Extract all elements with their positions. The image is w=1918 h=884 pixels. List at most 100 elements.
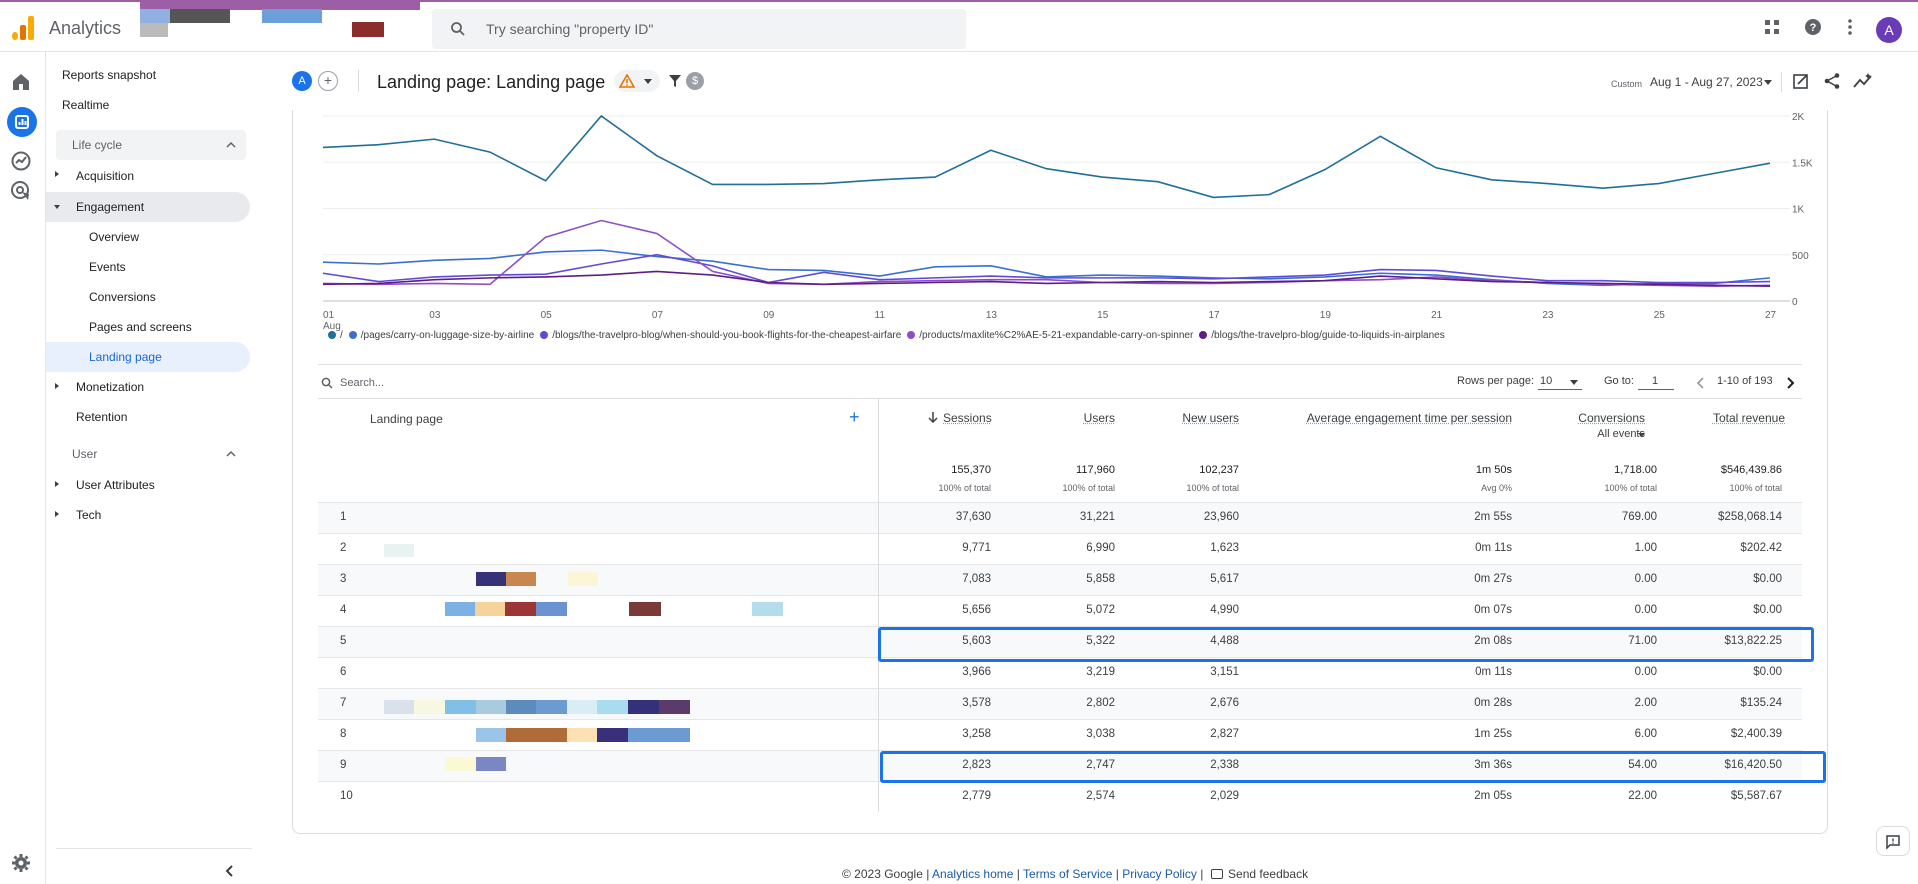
column-header-users[interactable]: Users: [1083, 411, 1115, 425]
nav-section-life-cycle[interactable]: Life cycle: [56, 130, 246, 160]
legend-label[interactable]: /products/maxlite%C2%AE-5-21-expandable-…: [919, 330, 1194, 341]
table-row[interactable]: 2 9,771 6,990 1,623 0m 11s 1.00 $202.42: [318, 533, 1802, 564]
cell-sessions: 3,578: [962, 697, 991, 709]
row-index: 4: [340, 604, 347, 616]
y-tick-label: 0: [1792, 297, 1798, 308]
table-row[interactable]: 1 37,630 31,221 23,960 2m 55s 769.00 $258,068.…: [318, 502, 1802, 533]
expand-arrow-icon[interactable]: [54, 510, 60, 518]
nav-overview[interactable]: Overview: [89, 230, 140, 244]
app-name[interactable]: Analytics: [49, 18, 122, 38]
legend-label[interactable]: /blogs/the-travelpro-blog/when-should-yo…: [552, 330, 902, 341]
cell-conv: 6.00: [1634, 728, 1657, 740]
customize-report-icon[interactable]: [1792, 72, 1810, 90]
legend-label[interactable]: /blogs/the-travelpro-blog/guide-to-liqui…: [1211, 330, 1445, 341]
nav-pages-and-screens[interactable]: Pages and screens: [89, 320, 192, 334]
table-row[interactable]: 8 3,258 3,038 2,827 1m 25s 6.00 $2,400.39: [318, 719, 1802, 750]
dropdown-arrow-icon[interactable]: [1764, 80, 1772, 85]
column-header-conversions[interactable]: Conversions: [1578, 411, 1645, 425]
nav-reports-snapshot[interactable]: Reports snapshot: [62, 68, 157, 82]
search-bar[interactable]: Try searching "property ID": [432, 9, 966, 49]
column-header-avg-engagement[interactable]: Average engagement time per session: [1306, 411, 1512, 425]
dropdown-arrow-icon[interactable]: [1638, 433, 1645, 437]
chevron-left-icon[interactable]: [1695, 376, 1705, 390]
column-header-total-revenue[interactable]: Total revenue: [1712, 411, 1785, 425]
footer-analytics-home-link[interactable]: Analytics home: [932, 867, 1014, 881]
footer-privacy-link[interactable]: Privacy Policy: [1122, 867, 1197, 881]
reports-icon[interactable]: [7, 107, 37, 137]
nav-engagement-row[interactable]: [46, 192, 250, 222]
table-row[interactable]: 3 7,083 5,858 5,617 0m 27s 0.00 $0.00: [318, 564, 1802, 595]
x-tick-label: 17: [1208, 310, 1220, 321]
collapse-nav-icon[interactable]: [224, 864, 234, 878]
legend-label[interactable]: /pages/carry-on-luggage-size-by-airline: [360, 330, 535, 341]
column-header-new-users[interactable]: New users: [1182, 411, 1239, 425]
footer-terms-link[interactable]: Terms of Service: [1023, 867, 1113, 881]
nav-section-user[interactable]: User: [56, 439, 246, 469]
table-row[interactable]: 4 5,656 5,072 4,990 0m 07s 0.00 $0.00: [318, 595, 1802, 626]
table-search-input[interactable]: Search...: [340, 377, 385, 389]
home-icon[interactable]: [10, 72, 32, 92]
cell-conv: 54.00: [1628, 759, 1657, 771]
expand-arrow-icon[interactable]: [54, 480, 60, 488]
nav-tech[interactable]: Tech: [76, 508, 102, 522]
settings-gear-icon[interactable]: [10, 852, 32, 874]
apps-grid-icon[interactable]: [1763, 18, 1781, 36]
explore-icon[interactable]: [10, 150, 32, 172]
cell-sessions: 3,258: [962, 728, 991, 740]
share-icon[interactable]: [1823, 72, 1841, 90]
nav-monetization[interactable]: Monetization: [76, 380, 145, 394]
comparison-chip[interactable]: A: [292, 71, 312, 91]
table-row[interactable]: 5 5,603 5,322 4,488 2m 08s 71.00 $13,822.25: [318, 626, 1802, 657]
add-comparison-button[interactable]: +: [318, 71, 338, 91]
nav-retention[interactable]: Retention: [76, 410, 128, 424]
cell-conv: 769.00: [1621, 511, 1657, 523]
more-vert-icon[interactable]: [1842, 18, 1858, 36]
legend-dot: [540, 331, 549, 339]
dropdown-arrow-icon[interactable]: [1570, 380, 1578, 385]
insights-icon[interactable]: [1853, 72, 1873, 90]
nav-events[interactable]: Events: [89, 260, 126, 274]
nav-landing-page[interactable]: Landing page: [89, 350, 162, 364]
table-row[interactable]: 10 2,779 2,574 2,029 2m 05s 22.00 $5,587.67: [318, 781, 1802, 812]
legend-label[interactable]: /: [340, 330, 343, 341]
expand-arrow-icon[interactable]: [54, 382, 60, 390]
account-avatar[interactable]: A: [1876, 17, 1902, 43]
nav-user-attributes[interactable]: User Attributes: [76, 478, 155, 492]
goto-page-input[interactable]: 1: [1652, 375, 1659, 387]
cell-users: 5,072: [1086, 604, 1115, 616]
sort-descending-icon[interactable]: [928, 411, 938, 423]
nav-acquisition[interactable]: Acquisition: [76, 169, 135, 183]
footer-send-feedback-link[interactable]: Send feedback: [1228, 867, 1309, 881]
cell-new_users: 2,029: [1210, 790, 1239, 802]
rows-per-page-select[interactable]: 10: [1540, 375, 1553, 387]
nav-realtime[interactable]: Realtime: [62, 98, 110, 112]
expand-arrow-icon[interactable]: [54, 170, 60, 178]
analytics-logo[interactable]: [10, 14, 36, 40]
nav-landing-page-row[interactable]: [46, 342, 250, 372]
conversions-event-select[interactable]: All events: [1597, 428, 1645, 440]
footer-separator: |: [1200, 867, 1204, 881]
cell-new_users: 4,990: [1210, 604, 1239, 616]
nav-engagement[interactable]: Engagement: [76, 200, 145, 214]
footer-copyright: © 2023 Google: [842, 867, 923, 881]
help-icon[interactable]: ?: [1804, 18, 1822, 36]
chevron-right-icon[interactable]: [1786, 376, 1796, 390]
table-row[interactable]: 6 3,966 3,219 3,151 0m 11s 0.00 $0.00: [318, 657, 1802, 688]
add-dimension-button[interactable]: +: [849, 407, 860, 427]
advertising-icon[interactable]: [10, 180, 32, 202]
filter-icon[interactable]: [668, 74, 682, 88]
warning-dropdown[interactable]: [614, 70, 660, 92]
table-row[interactable]: 9 2,823 2,747 2,338 3m 36s 54.00 $16,420.50: [318, 750, 1802, 781]
feedback-fab[interactable]: [1876, 826, 1910, 856]
currency-icon[interactable]: $: [686, 72, 704, 90]
cell-eng: 2m 55s: [1474, 511, 1512, 523]
search-input[interactable]: Try searching "property ID": [486, 21, 654, 37]
header-divider: [1781, 72, 1782, 92]
column-header-sessions[interactable]: Sessions: [943, 411, 992, 425]
rows-per-page-label: Rows per page:: [1457, 375, 1535, 387]
cell-conv: 0.00: [1634, 573, 1657, 585]
column-header-landing-page[interactable]: Landing page: [370, 412, 443, 426]
collapse-arrow-icon[interactable]: [53, 204, 61, 210]
nav-conversions[interactable]: Conversions: [89, 290, 156, 304]
date-range-picker[interactable]: Aug 1 - Aug 27, 2023: [1650, 75, 1763, 89]
